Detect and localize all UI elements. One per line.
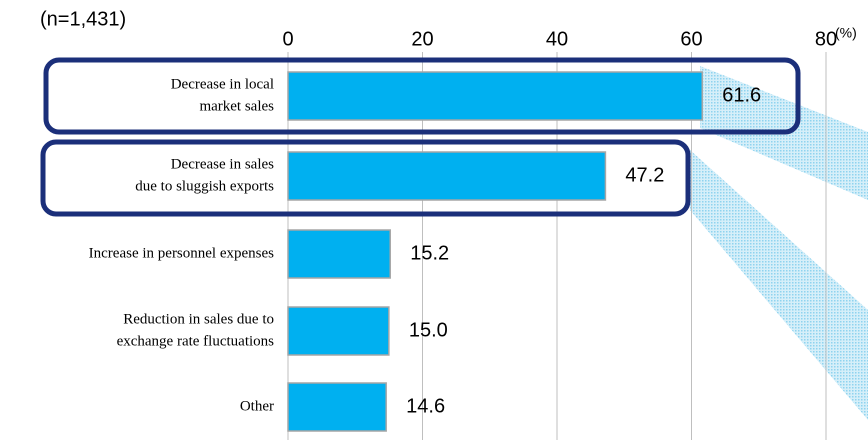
value-label: 14.6 bbox=[406, 395, 445, 417]
value-label: 47.2 bbox=[625, 164, 664, 186]
x-tick-label: 60 bbox=[680, 28, 702, 50]
highlight-band bbox=[690, 150, 868, 420]
highlight-box bbox=[40, 139, 691, 217]
value-label: 61.6 bbox=[722, 84, 761, 106]
category-label: due to sluggish exports bbox=[135, 178, 274, 194]
category-label: Increase in personnel expenses bbox=[89, 245, 275, 261]
category-label: market sales bbox=[199, 98, 274, 114]
bar bbox=[287, 382, 387, 432]
bar bbox=[287, 306, 390, 356]
sample-note: (n=1,431) bbox=[40, 8, 126, 30]
highlight-box bbox=[43, 57, 801, 135]
category-label: Reduction in sales due to bbox=[123, 311, 274, 327]
category-label: Decrease in sales bbox=[171, 156, 274, 172]
x-tick-label: 20 bbox=[411, 28, 433, 50]
x-tick-label: 80 bbox=[815, 28, 837, 50]
bar bbox=[287, 229, 391, 279]
category-label: Other bbox=[240, 398, 274, 414]
bar bbox=[287, 71, 704, 121]
bar bbox=[287, 151, 607, 201]
value-label: 15.0 bbox=[409, 319, 448, 341]
value-label: 15.2 bbox=[410, 242, 449, 264]
category-label: Decrease in local bbox=[171, 76, 274, 92]
x-tick-label: 0 bbox=[282, 28, 293, 50]
unit-label: (%) bbox=[835, 25, 857, 41]
category-label: exchange rate fluctuations bbox=[117, 333, 275, 349]
x-tick-label: 40 bbox=[546, 28, 568, 50]
